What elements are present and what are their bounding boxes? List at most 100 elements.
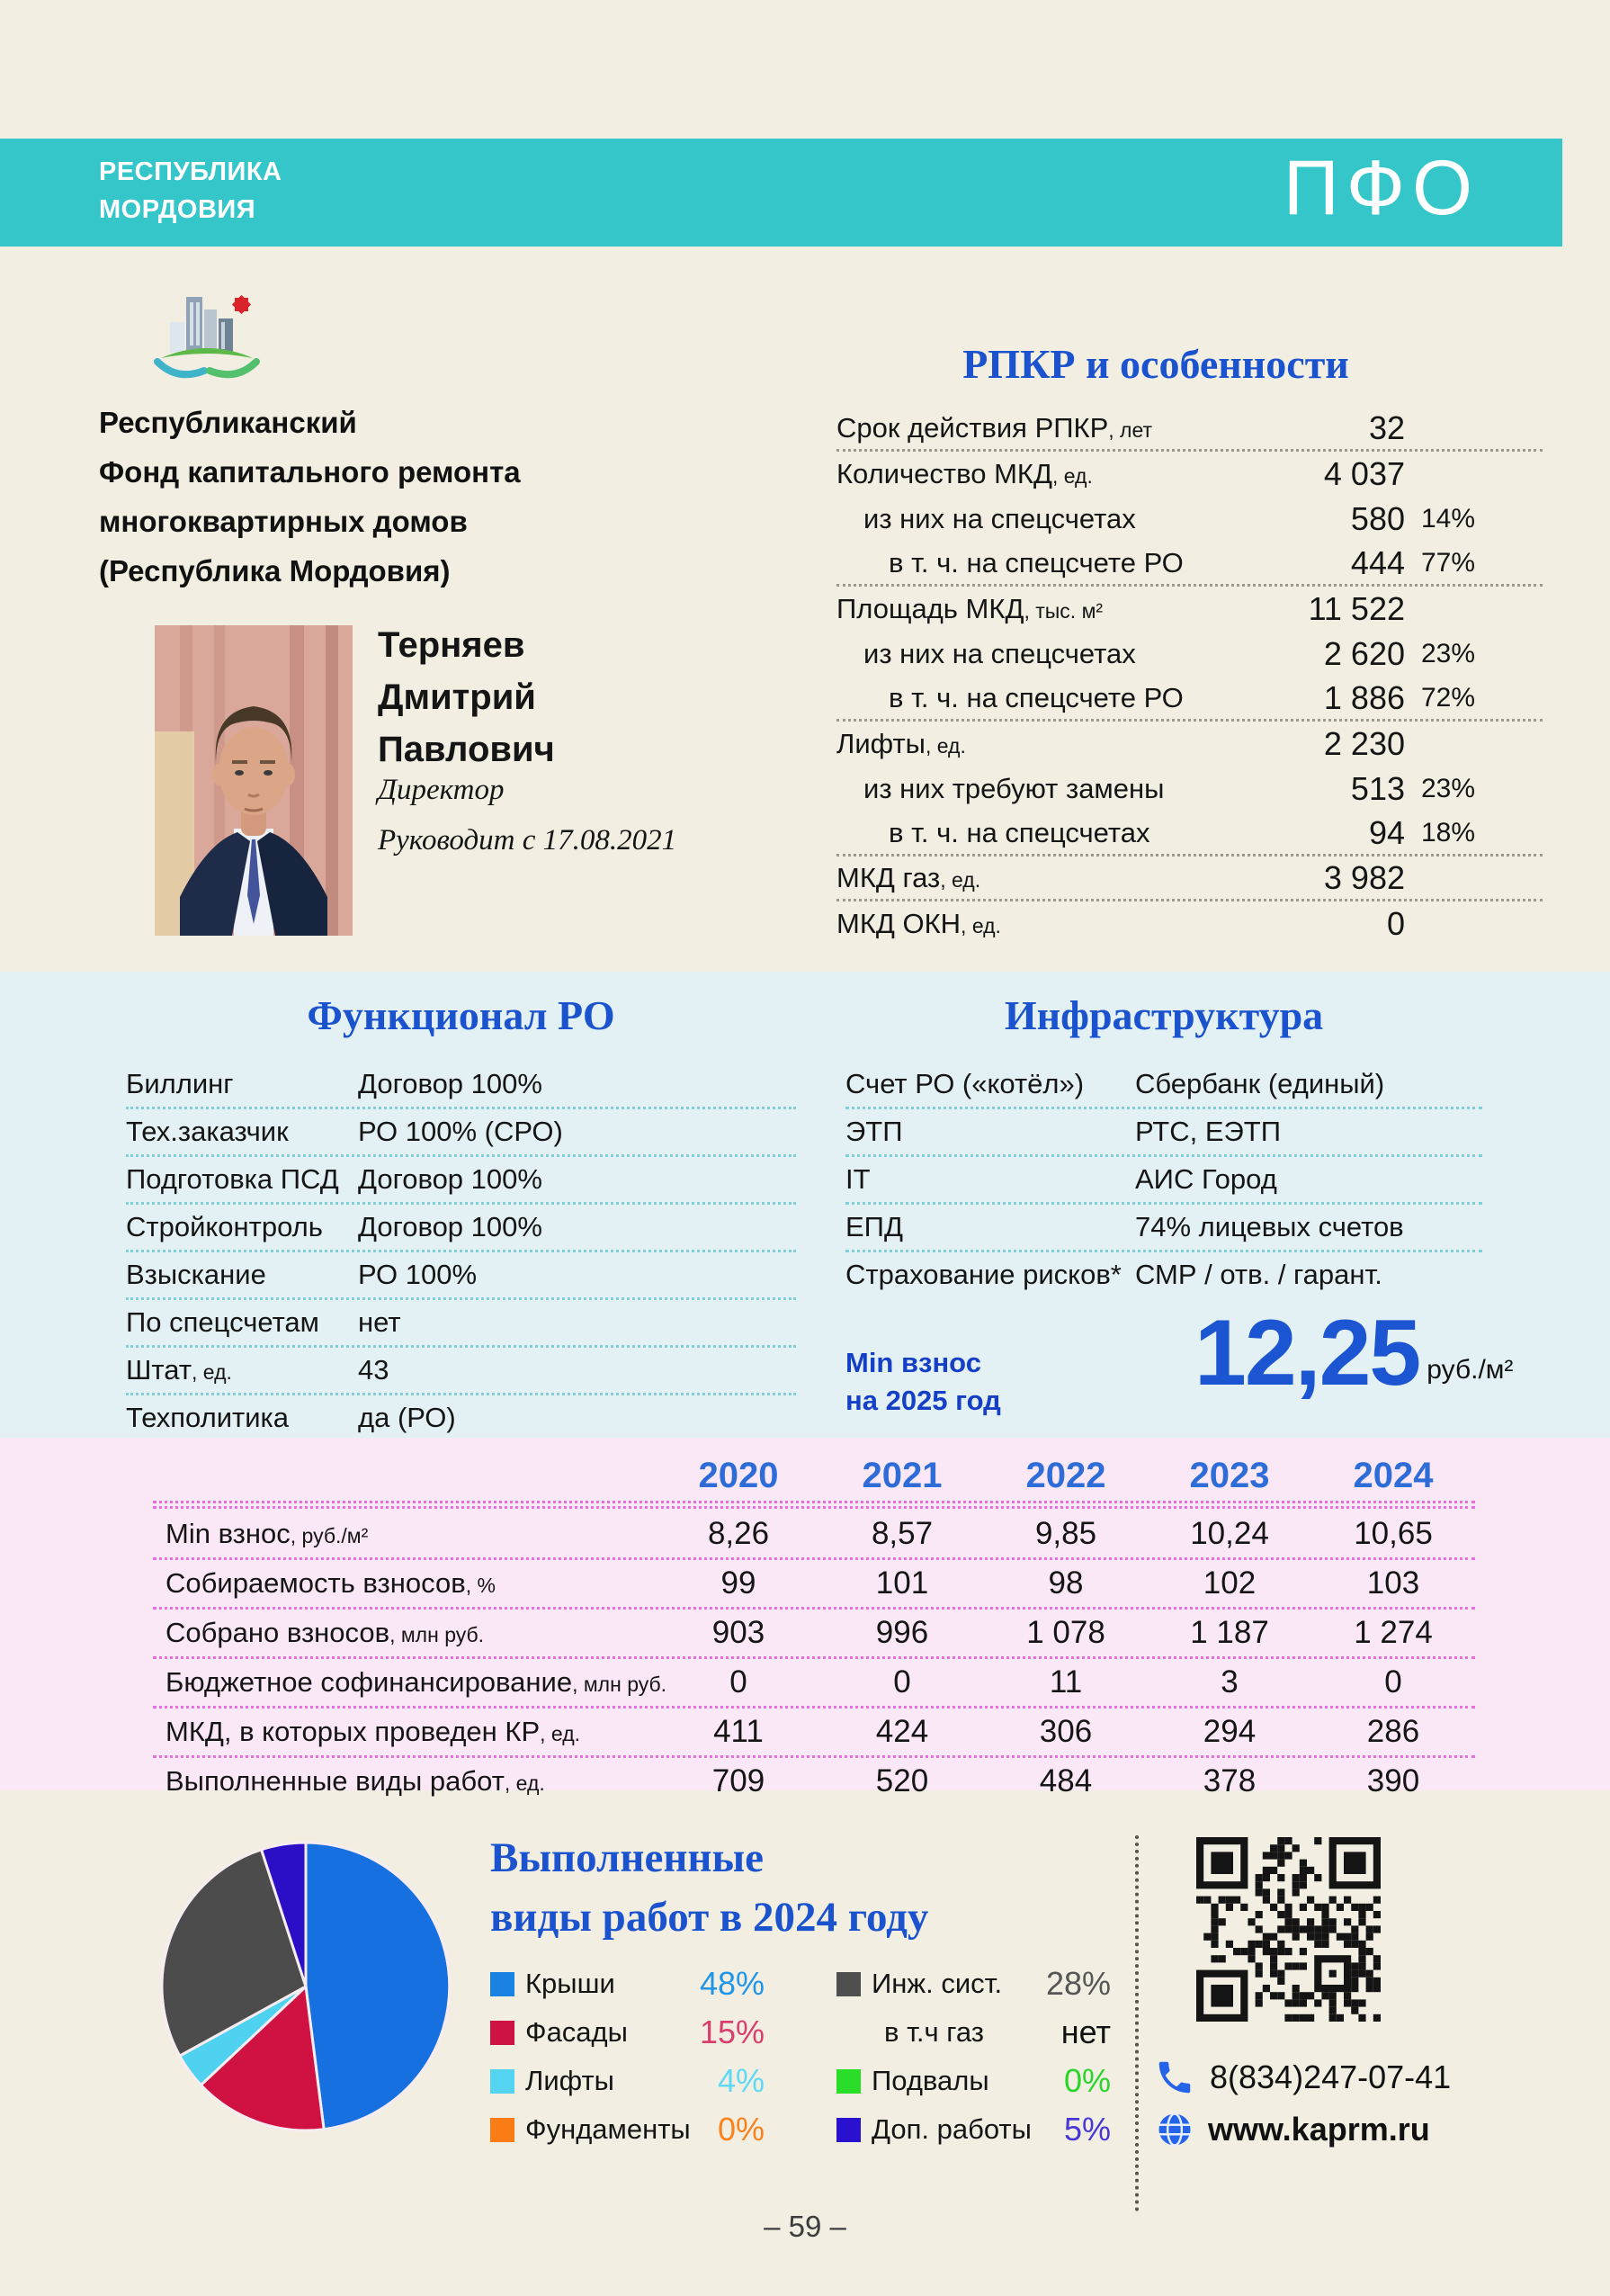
min-fee-unit: руб./м² (1427, 1355, 1514, 1385)
row-value: 1 187 (1190, 1615, 1269, 1650)
table-row: в т. ч. на спецсчете РО 444 77% (836, 542, 1543, 587)
row-value: 3 982 (1323, 858, 1405, 896)
legend-label: Инж. сист. (872, 1968, 1003, 1999)
legend-swatch (490, 1971, 514, 1996)
vertical-dotted-separator (1135, 1835, 1139, 2211)
row-value: 10,24 (1190, 1516, 1269, 1551)
row-label-unit: , % (465, 1574, 496, 1597)
legend-item: Подвалы 0% (836, 2057, 1111, 2105)
years-header-row: 2020 2021 2022 2023 2024 (153, 1450, 1475, 1503)
row-label-unit: , ед. (504, 1771, 545, 1795)
works-chart-title-line1: Выполненные (490, 1834, 765, 1881)
row-value: 411 (713, 1714, 764, 1749)
table-row: МКД газ, ед. 3 982 (836, 857, 1543, 901)
functional-table: Биллинг Договор 100% Тех.заказчик РО 100% (… (126, 1062, 796, 1440)
director-position: Директор (378, 774, 505, 806)
table-row: Страхование рисков* СМР / отв. / гарант. (845, 1252, 1482, 1297)
table-row: ЭТП РТС, ЕЭТП (845, 1109, 1482, 1157)
table-row: Штат, ед. 43 (126, 1348, 796, 1395)
row-value: 1 078 (1026, 1615, 1105, 1650)
row-label: МКД газ, ед. (836, 861, 981, 893)
row-percent: 72% (1420, 682, 1475, 713)
min-fee-label-line1: Min взнос (845, 1347, 981, 1378)
table-row: IT АИС Город (845, 1157, 1482, 1205)
table-row: МКД, в которых проведен КР, ед. 411 424 306… (153, 1709, 1475, 1758)
pie-slice-Крыши (304, 1841, 452, 2131)
row-value: 103 (1366, 1565, 1420, 1601)
row-label: Выполненные виды работ, ед. (165, 1765, 545, 1797)
infrastructure-section-title: Инфраструктура (1004, 992, 1324, 1038)
row-label-unit: , млн руб. (389, 1623, 485, 1646)
legend-label: Фундаменты (525, 2113, 691, 2145)
table-row: в т. ч. на спецсчете РО 1 886 72% (836, 677, 1543, 722)
row-percent: 14% (1420, 504, 1475, 534)
year-header: 2023 (1189, 1455, 1270, 1495)
row-label-unit: , млн руб. (572, 1673, 667, 1696)
row-label: в т. ч. на спецсчете РО (889, 546, 1184, 578)
row-value: Договор 100% (358, 1211, 542, 1242)
row-percent: 77% (1420, 547, 1475, 578)
row-label: МКД ОКН, ед. (836, 908, 1001, 939)
row-value: 32 (1368, 408, 1405, 446)
table-row: из них на спецсчетах 2 620 23% (836, 632, 1543, 677)
top-bar: РЕСПУБЛИКА МОРДОВИЯ ПФО (0, 139, 1562, 247)
director-name: Терняев Дмитрий Павлович (378, 619, 555, 776)
row-label: из них на спецсчетах (863, 503, 1136, 534)
legend-value: 4% (717, 2062, 765, 2099)
org-name-line: (Республика Мордовия) (99, 554, 451, 587)
table-row: Количество МКД, ед. 4 037 (836, 452, 1543, 497)
year-header: 2022 (1025, 1455, 1106, 1495)
min-fee-label-line2: на 2025 год (845, 1385, 1001, 1416)
row-label: По спецсчетам (126, 1306, 319, 1338)
table-row: Срок действия РПКР, лет 32 (836, 407, 1543, 452)
legend-label: Лифты (525, 2065, 614, 2096)
row-label-unit: , лет (1108, 417, 1153, 442)
row-value: 74% лицевых счетов (1135, 1211, 1404, 1242)
legend-item: Доп. работы 5% (836, 2105, 1111, 2154)
row-value: 10,65 (1354, 1516, 1433, 1551)
phone-icon (1158, 2061, 1191, 2094)
row-label: Бюджетное софинансирование, млн руб. (165, 1666, 667, 1698)
row-value: 0 (893, 1664, 911, 1700)
row-value: 102 (1203, 1565, 1257, 1601)
legend-label: Фасады (525, 2016, 628, 2048)
globe-icon (1158, 2112, 1191, 2147)
row-value: 2 230 (1323, 725, 1405, 762)
row-label-unit: , тыс. м² (1024, 599, 1104, 623)
year-header: 2024 (1353, 1455, 1434, 1495)
row-value: 3 (1221, 1664, 1239, 1700)
functional-infrastructure-band (0, 972, 1610, 1438)
row-label: Min взнос, руб./м² (165, 1518, 369, 1549)
year-header: 2020 (698, 1455, 779, 1495)
row-value: 9,85 (1034, 1516, 1097, 1551)
min-fee-value: 12,25 (1194, 1301, 1421, 1405)
website-contact: www.kaprm.ru (1156, 2111, 1430, 2148)
row-percent: 23% (1420, 774, 1475, 803)
row-label: Счет РО («котёл») (845, 1068, 1085, 1099)
table-row: ЕПД 74% лицевых счетов (845, 1205, 1482, 1252)
director-name-line: Терняев (378, 625, 525, 665)
row-value: 8,57 (871, 1516, 934, 1551)
works-chart-title-line2: виды работ в 2024 году (490, 1894, 929, 1941)
legend-label: Подвалы (872, 2065, 989, 2096)
row-value: 8,26 (707, 1516, 770, 1551)
legend-value: 28% (1045, 1965, 1111, 2002)
row-value: 513 (1350, 770, 1405, 807)
row-label: из них на спецсчетах (863, 638, 1136, 669)
org-name-line: Фонд капитального ремонта (99, 455, 521, 489)
table-row: Счет РО («котёл») Сбербанк (единый) (845, 1062, 1482, 1109)
legend-item: Лифты 4% (490, 2057, 765, 2105)
table-row: Бюджетное софинансирование, млн руб. 0 0 11… (153, 1659, 1475, 1709)
row-value: Договор 100% (358, 1163, 542, 1195)
table-row: Лифты, ед. 2 230 (836, 722, 1543, 767)
legend-item: Инж. сист. 28% (836, 1960, 1111, 2008)
table-row: Биллинг Договор 100% (126, 1062, 796, 1109)
table-row: Min взнос, руб./м² 8,26 8,57 9,85 10,24 10,65 (153, 1511, 1475, 1560)
row-label: Страхование рисков* (845, 1259, 1122, 1290)
pie-slice-Фасады (199, 1983, 326, 2132)
row-value: 286 (1366, 1714, 1420, 1749)
row-value: 94 (1368, 813, 1405, 851)
min-fee-label: Min взнос на 2025 год (845, 1344, 1001, 1420)
row-value: нет (358, 1306, 401, 1338)
legend-swatch (490, 2068, 514, 2094)
